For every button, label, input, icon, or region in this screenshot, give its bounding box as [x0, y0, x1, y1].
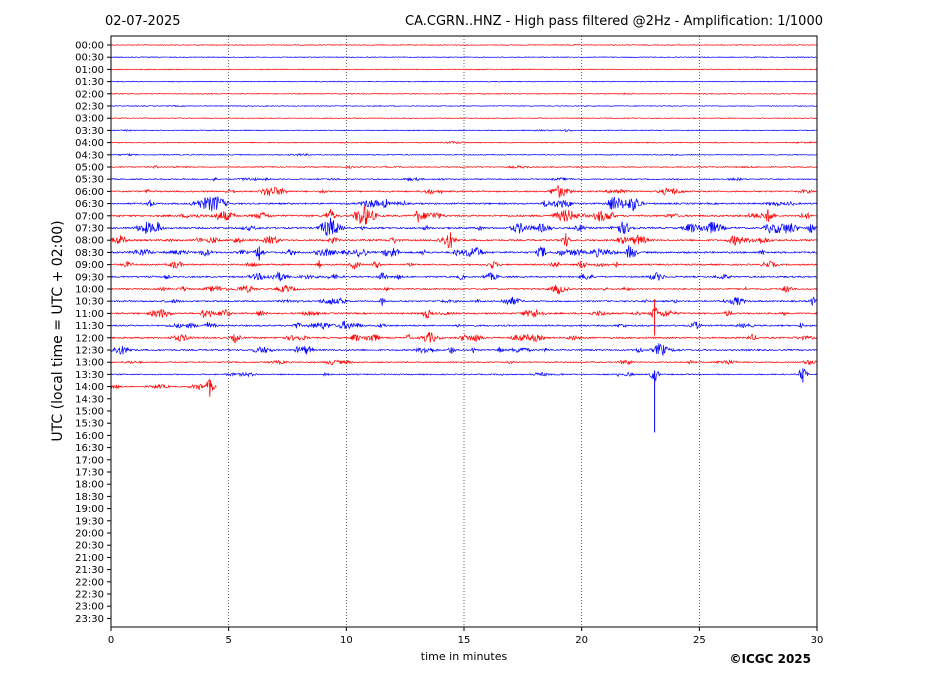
trace-row [110, 217, 817, 237]
grid-lines [228, 36, 700, 627]
trace-row [110, 296, 817, 306]
y-tick-label: 06:00 [75, 187, 104, 198]
trace-row [110, 196, 817, 212]
y-tick-label: 20:30 [75, 541, 104, 552]
y-tick-label: 04:00 [75, 138, 104, 149]
trace-row [110, 205, 817, 225]
seismic-traces [110, 43, 817, 433]
y-tick-label: 01:00 [75, 65, 104, 76]
x-axis-label: time in minutes [421, 650, 508, 663]
x-tick-label: 25 [693, 635, 706, 646]
trace-row [110, 68, 817, 71]
y-tick-label: 00:30 [75, 53, 104, 64]
trace-row [110, 245, 817, 259]
x-tick-label: 20 [575, 635, 588, 646]
trace-row [110, 128, 817, 133]
y-tick-label: 22:30 [75, 590, 104, 601]
x-tick-label: 10 [340, 635, 353, 646]
trace-row [110, 104, 817, 108]
y-tick-label: 14:00 [75, 382, 104, 393]
y-tick-label: 02:00 [75, 89, 104, 100]
trace-row [110, 307, 817, 320]
y-tick-label: 12:00 [75, 333, 104, 344]
plot-frame [110, 35, 818, 628]
trace-row [110, 378, 217, 393]
y-tick-label: 03:00 [75, 114, 104, 125]
y-tick-label: 16:30 [75, 443, 104, 454]
y-tick-label: 23:30 [75, 614, 104, 625]
y-tick-label: 04:30 [75, 150, 104, 161]
y-tick-label: 14:30 [75, 394, 104, 405]
y-tick-label: 19:00 [75, 504, 104, 515]
trace-row [110, 270, 817, 283]
y-axis-label: UTC (local time = UTC + 02:00) [50, 220, 66, 441]
x-tick-label: 15 [458, 635, 471, 646]
y-tick-label: 00:00 [75, 41, 104, 52]
y-tick-label: 03:30 [75, 126, 104, 137]
y-tick-label: 21:30 [75, 565, 104, 576]
y-tick-label: 17:30 [75, 468, 104, 479]
y-tick-label: 22:00 [75, 577, 104, 588]
trace-row [110, 80, 817, 83]
trace-row [110, 368, 817, 382]
x-tick-label: 5 [225, 635, 231, 646]
y-tick-label: 08:00 [75, 236, 104, 247]
trace-row [110, 117, 817, 120]
y-tick-label: 01:30 [75, 77, 104, 88]
trace-row [110, 176, 817, 182]
y-tick-label: 16:00 [75, 431, 104, 442]
y-tick-label: 06:30 [75, 199, 104, 210]
y-tick-label: 12:30 [75, 346, 104, 357]
y-tick-label: 15:30 [75, 419, 104, 430]
trace-row [110, 164, 817, 169]
trace-row [110, 260, 817, 270]
y-tick-label: 17:00 [75, 455, 104, 466]
trace-row [110, 152, 817, 157]
credit-label: ©ICGC 2025 [729, 652, 811, 666]
y-tick-label: 18:30 [75, 492, 104, 503]
y-tick-label: 07:30 [75, 224, 104, 235]
trace-row [110, 184, 817, 198]
y-tick-label: 02:30 [75, 102, 104, 113]
trace-row [110, 56, 817, 59]
y-tick-label: 15:00 [75, 407, 104, 418]
chart-date: 02-07-2025 [105, 14, 181, 29]
y-tick-label: 05:00 [75, 163, 104, 174]
x-axis-ticks: 0 5 10 15 20 25 30 [108, 627, 824, 646]
y-tick-label: 09:30 [75, 272, 104, 283]
trace-row [110, 343, 817, 357]
y-tick-label: 13:00 [75, 358, 104, 369]
y-tick-label: 10:00 [75, 285, 104, 296]
y-tick-label: 07:00 [75, 211, 104, 222]
x-tick-label: 0 [108, 635, 114, 646]
trace-row [110, 359, 817, 366]
trace-row [110, 332, 817, 344]
trace-row [110, 284, 817, 295]
x-tick-label: 30 [811, 635, 824, 646]
y-tick-label: 11:30 [75, 321, 104, 332]
y-tick-label: 09:00 [75, 260, 104, 271]
trace-row [110, 320, 817, 331]
y-tick-label: 23:00 [75, 602, 104, 613]
trace-row [110, 140, 817, 144]
chart-title: CA.CGRN..HNZ - High pass filtered @2Hz -… [405, 14, 823, 29]
trace-row [110, 43, 817, 46]
trace-row [110, 232, 817, 248]
y-tick-label: 11:00 [75, 309, 104, 320]
y-tick-label: 20:00 [75, 529, 104, 540]
y-tick-label: 18:00 [75, 480, 104, 491]
y-tick-label: 08:30 [75, 248, 104, 259]
y-tick-label: 05:30 [75, 175, 104, 186]
y-tick-label: 19:30 [75, 516, 104, 527]
y-tick-label: 13:30 [75, 370, 104, 381]
y-tick-label: 10:30 [75, 297, 104, 308]
trace-row [110, 92, 817, 96]
y-tick-label: 21:00 [75, 553, 104, 564]
